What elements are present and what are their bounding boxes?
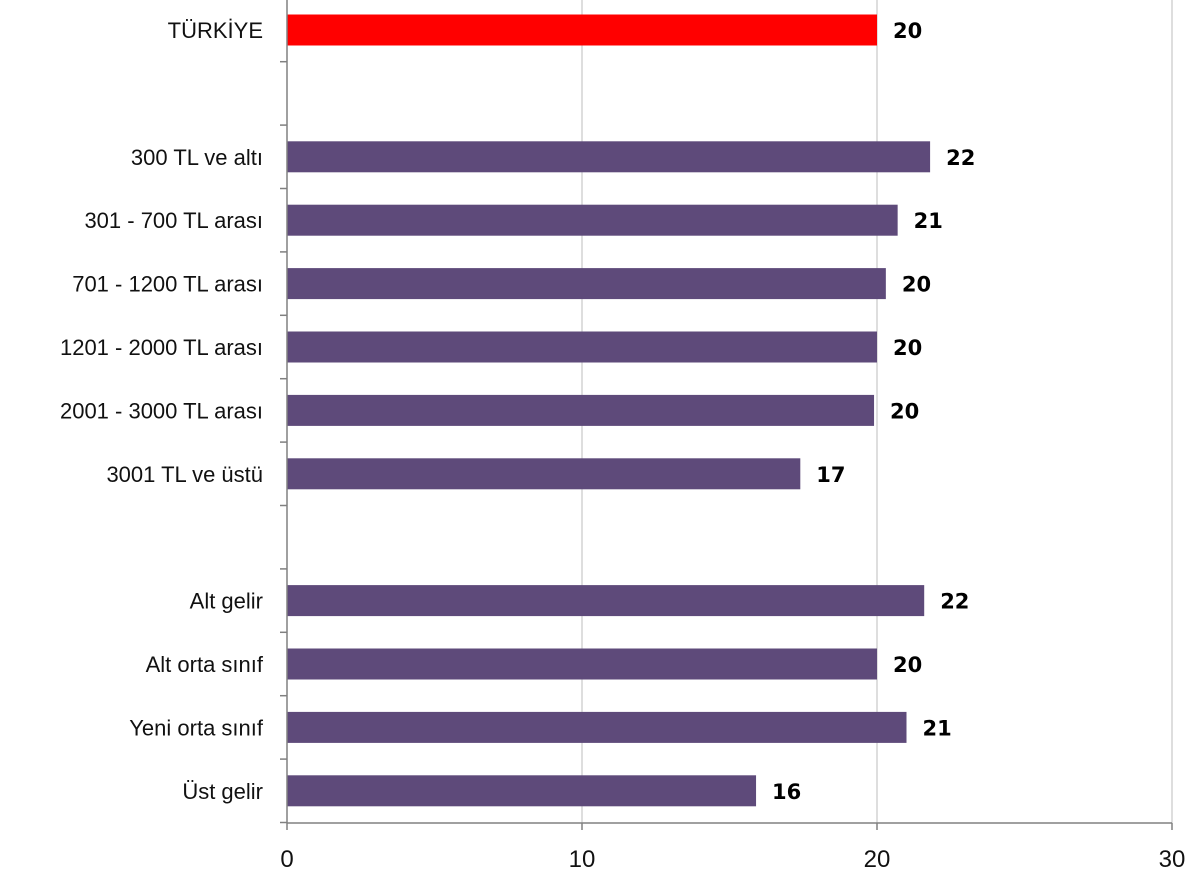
bar <box>287 141 931 173</box>
bar <box>287 268 886 300</box>
labels: 0 10 20 30 TÜRKİYE 20 300 TL ve altı 22 301 - 70… <box>60 18 1185 873</box>
bar <box>287 775 757 807</box>
category-label: 701 - 1200 TL arası <box>72 272 263 297</box>
bar <box>287 394 875 426</box>
bar <box>287 458 801 490</box>
category-label: 300 TL ve altı <box>131 145 263 170</box>
category-label: 1201 - 2000 TL arası <box>60 335 263 360</box>
bar <box>287 648 877 680</box>
bar <box>287 711 907 743</box>
category-label: Alt gelir <box>190 589 263 614</box>
x-tick-label: 10 <box>569 846 596 873</box>
category-label: Üst gelir <box>182 779 263 804</box>
data-label: 16 <box>772 780 801 804</box>
category-label: Yeni orta sınıf <box>129 715 264 740</box>
category-label: 2001 - 3000 TL arası <box>60 398 263 423</box>
data-label: 22 <box>940 590 969 614</box>
data-label: 20 <box>893 19 922 43</box>
data-label: 22 <box>946 146 975 170</box>
x-tick-label: 0 <box>280 846 293 873</box>
category-label: 301 - 700 TL arası <box>84 208 263 233</box>
category-label: 3001 TL ve üstü <box>106 462 263 487</box>
axes <box>280 0 1173 830</box>
bar <box>287 204 898 236</box>
data-label: 21 <box>914 209 943 233</box>
x-tick-label: 30 <box>1159 846 1186 873</box>
data-label: 20 <box>902 273 931 297</box>
x-tick-label: 20 <box>864 846 891 873</box>
category-label: Alt orta sınıf <box>146 652 264 677</box>
data-label: 21 <box>923 716 952 740</box>
data-label: 20 <box>890 399 919 423</box>
bars <box>287 14 931 807</box>
bar <box>287 331 877 363</box>
data-label: 20 <box>893 336 922 360</box>
bar <box>287 14 877 46</box>
category-label: TÜRKİYE <box>168 18 263 43</box>
data-label: 20 <box>893 653 922 677</box>
bar <box>287 585 925 617</box>
data-label: 17 <box>816 463 845 487</box>
